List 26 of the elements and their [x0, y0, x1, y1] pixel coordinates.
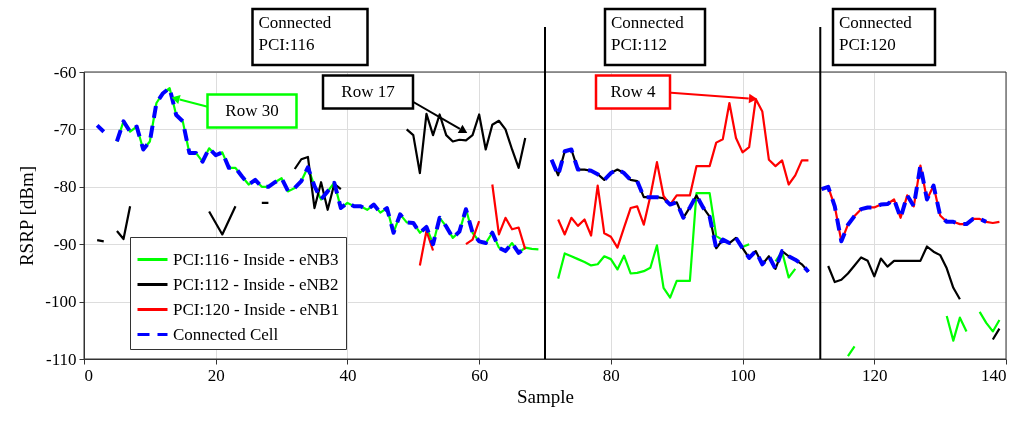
x-tick-label: 0 — [84, 365, 93, 385]
legend-label: PCI:120 - Inside - eNB1 — [173, 299, 340, 319]
legend-label: PCI:112 - Inside - eNB2 — [173, 274, 339, 294]
x-axis-title: Sample — [517, 385, 574, 407]
x-tick-label: 60 — [471, 365, 489, 385]
legend-label: Connected Cell — [173, 324, 279, 344]
x-tick-label: 20 — [207, 365, 225, 385]
text: Connected PCI:116 — [258, 13, 332, 54]
legend-label: PCI:116 - Inside - eNB3 — [173, 249, 339, 269]
x-tick-label: 100 — [730, 365, 756, 385]
x-tick-label: 120 — [862, 365, 888, 385]
annotation: Row 30 — [225, 101, 279, 120]
text: Connected PCI:120 — [839, 13, 913, 54]
text: Connected PCI:112 — [611, 13, 685, 54]
y-tick-label: -90 — [53, 234, 77, 254]
y-tick-label: -100 — [45, 292, 77, 312]
x-tick-label: 40 — [339, 365, 357, 385]
annotation: Row 4 — [610, 82, 656, 101]
y-tick-label: -80 — [53, 177, 77, 197]
y-tick-label: -110 — [45, 349, 77, 369]
x-tick-label: 140 — [981, 365, 1007, 385]
y-tick-label: -70 — [53, 119, 77, 139]
annotation: Row 17 — [341, 82, 396, 101]
y-tick-label: -60 — [53, 62, 77, 82]
x-tick-label: 80 — [602, 365, 620, 385]
y-axis-title: RSRP [dBm] — [16, 165, 38, 267]
